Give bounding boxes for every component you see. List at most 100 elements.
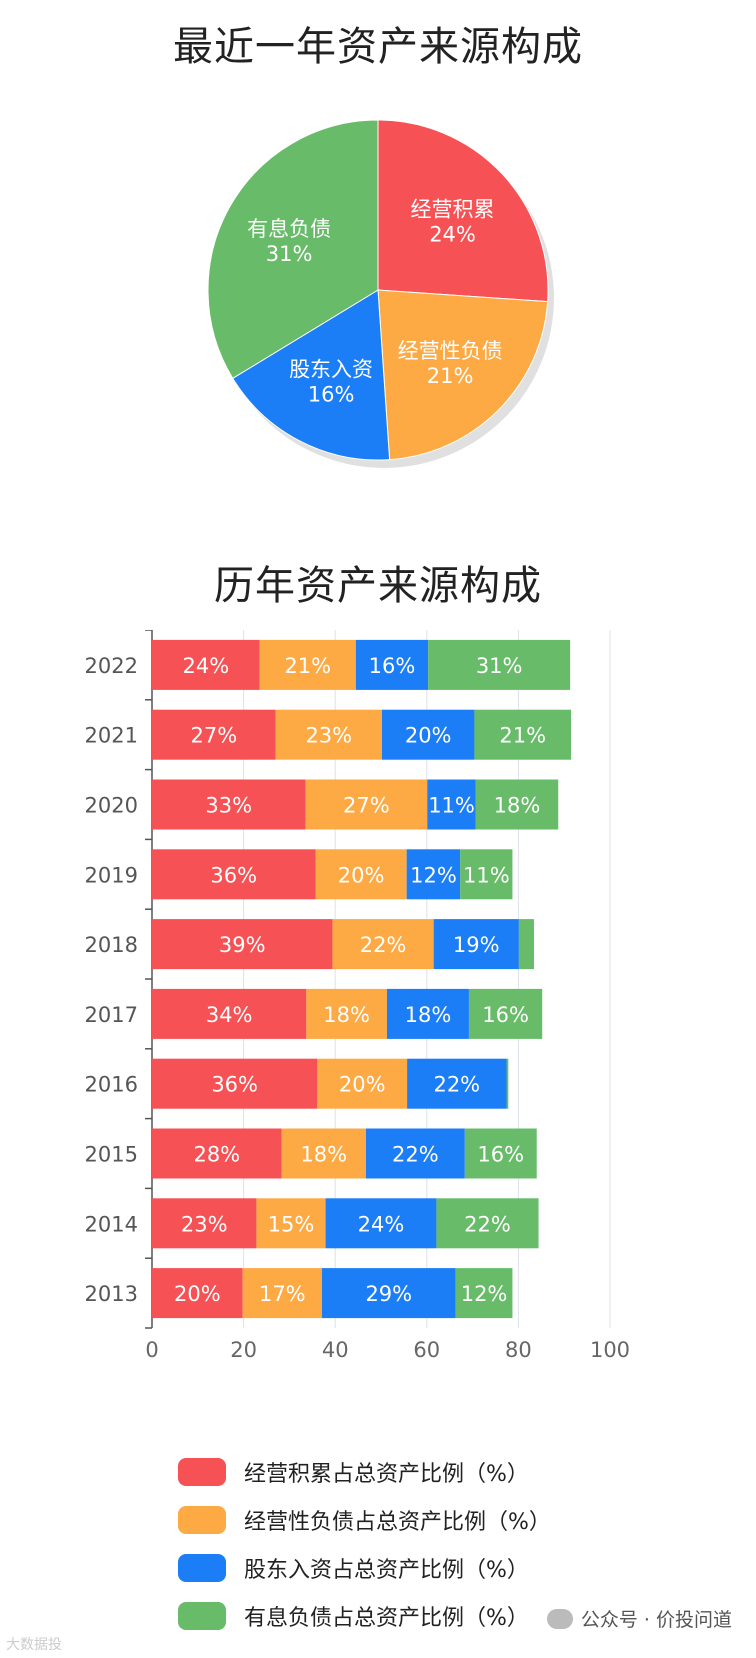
legend-label-operating-liabilities: 经营性负债占总资产比例（%） [244,1510,551,1535]
bar-data-label-2017-3: 16% [482,1003,529,1027]
bar-segment-2014-2[interactable] [325,1198,437,1249]
bar-data-label-2017-1: 18% [323,1003,370,1027]
bar-segment-2020-0[interactable] [152,779,306,830]
y-category-label-2016: 2016 [85,1073,138,1097]
bar-data-label-2016-0: 36% [211,1073,258,1097]
bar-segment-2021-2[interactable] [381,709,475,760]
bar-data-label-2013-3: 12% [461,1282,508,1306]
bar-data-label-2022-2: 16% [369,654,416,678]
bar-data-label-2014-3: 22% [464,1212,511,1236]
bar-segment-2019-2[interactable] [406,849,461,900]
x-tick-label-100: 100 [590,1338,630,1362]
bar-data-label-2020-1: 27% [343,794,390,818]
bar-segment-2015-3[interactable] [464,1128,537,1179]
bar-segment-2013-2[interactable] [321,1268,456,1319]
bar-data-label-2022-3: 31% [476,654,523,678]
legend-label-interest-debt: 有息负债占总资产比例（%） [244,1606,529,1631]
bar-data-label-2021-3: 21% [499,724,546,748]
bar-segment-2017-0[interactable] [152,988,307,1039]
y-category-label-2018: 2018 [85,933,138,957]
bar-segment-2015-1[interactable] [281,1128,366,1179]
bar-segment-2016-0[interactable] [152,1058,318,1109]
bar-data-label-2014-2: 24% [358,1212,405,1236]
y-category-label-2015: 2015 [85,1143,138,1167]
pie-slice-label-2: 股东入资 [289,358,373,382]
bar-segment-2014-1[interactable] [256,1198,326,1249]
bar-segment-2018-1[interactable] [332,919,434,970]
bar-segment-2022-1[interactable] [259,639,356,690]
legend-item-shareholder-capital[interactable]: 股东入资占总资产比例（%） [178,1544,551,1592]
bar-data-label-2015-2: 22% [392,1143,439,1167]
bar-data-label-2014-1: 15% [268,1212,315,1236]
pie-chart-title: 最近一年资产来源构成 [173,24,583,70]
pie-slice-label-0: 经营积累 [411,197,495,221]
bar-data-label-2021-0: 27% [190,724,237,748]
bar-data-label-2021-2: 20% [405,724,452,748]
y-category-label-2019: 2019 [85,863,138,887]
bar-segment-2017-2[interactable] [386,988,469,1039]
bar-segment-2020-1[interactable] [305,779,428,830]
bar-segment-2017-3[interactable] [468,988,543,1039]
bar-data-label-2017-2: 18% [405,1003,452,1027]
bar-segment-2013-3[interactable] [455,1268,513,1319]
bar-segment-2017-1[interactable] [306,988,387,1039]
bar-data-label-2013-1: 17% [259,1282,306,1306]
legend-swatch-shareholder-capital [178,1554,226,1582]
bar-segment-2014-0[interactable] [152,1198,257,1249]
y-category-label-2022: 2022 [85,654,138,678]
bar-segment-2022-3[interactable] [428,639,571,690]
bar-data-label-2015-3: 16% [477,1143,524,1167]
bar-segment-2020-2[interactable] [427,779,476,830]
bar-segment-2021-0[interactable] [152,709,276,760]
bar-segment-2021-1[interactable] [275,709,382,760]
pie-slice-3[interactable] [207,119,379,380]
bar-data-label-2019-2: 12% [410,863,457,887]
legend-item-interest-debt[interactable]: 有息负债占总资产比例（%） [178,1592,551,1640]
bar-segment-2019-0[interactable] [152,849,316,900]
bar-data-label-2020-3: 18% [494,794,541,818]
bar-segment-2013-1[interactable] [242,1268,322,1319]
bar-chart-title: 历年资产来源构成 [214,563,542,609]
x-tick-label-0: 0 [145,1338,158,1362]
legend-label-shareholder-capital: 股东入资占总资产比例（%） [244,1558,529,1583]
bar-segment-2016-3[interactable] [506,1058,509,1109]
bar-segment-2015-0[interactable] [152,1128,282,1179]
bar-segment-2019-3[interactable] [460,849,513,900]
pie-slice-value-0: 24% [429,222,476,246]
y-category-label-2020: 2020 [85,794,138,818]
bar-data-label-2018-1: 22% [360,933,407,957]
bar-data-label-2022-0: 24% [182,654,229,678]
x-tick-label-40: 40 [322,1338,349,1362]
bar-segment-2016-1[interactable] [317,1058,408,1109]
bar-segment-2015-2[interactable] [365,1128,465,1179]
bar-segment-2022-2[interactable] [355,639,429,690]
legend-item-operating-liabilities[interactable]: 经营性负债占总资产比例（%） [178,1496,551,1544]
pie-slice-0[interactable] [377,119,549,303]
wechat-icon [546,1608,573,1629]
bar-data-label-2019-1: 20% [338,863,385,887]
bar-segment-2019-1[interactable] [315,849,407,900]
bar-segment-2018-2[interactable] [433,919,519,970]
y-category-label-2021: 2021 [85,724,138,748]
x-tick-label-60: 60 [413,1338,440,1362]
bar-segment-2018-3[interactable] [518,919,534,970]
legend-label-accumulation: 经营积累占总资产比例（%） [244,1462,529,1487]
bar-segment-2018-0[interactable] [152,919,333,970]
bar-data-label-2017-0: 34% [206,1003,253,1027]
watermark-account: 公众号 · 价投问道 [546,1605,732,1632]
pie-slice-1[interactable] [377,289,549,461]
bar-data-label-2022-1: 21% [284,654,331,678]
bar-segment-2020-3[interactable] [475,779,559,830]
bar-segment-2022-0[interactable] [152,639,260,690]
bar-data-label-2015-0: 28% [193,1143,240,1167]
bar-segment-2016-2[interactable] [407,1058,507,1109]
bar-segment-2014-3[interactable] [436,1198,539,1249]
legend-item-accumulation[interactable]: 经营积累占总资产比例（%） [178,1448,551,1496]
stacked-bar-chart: 0 20 40 60 80 100 2022 24% 21% 16% 31% 2021 27% 23% 20… [85,630,630,1362]
pie-slice-2[interactable] [232,289,391,461]
bar-segment-2013-0[interactable] [152,1268,243,1319]
bar-segment-2021-3[interactable] [474,709,572,760]
bar-data-label-2013-0: 20% [174,1282,221,1306]
legend-swatch-accumulation [178,1458,226,1486]
